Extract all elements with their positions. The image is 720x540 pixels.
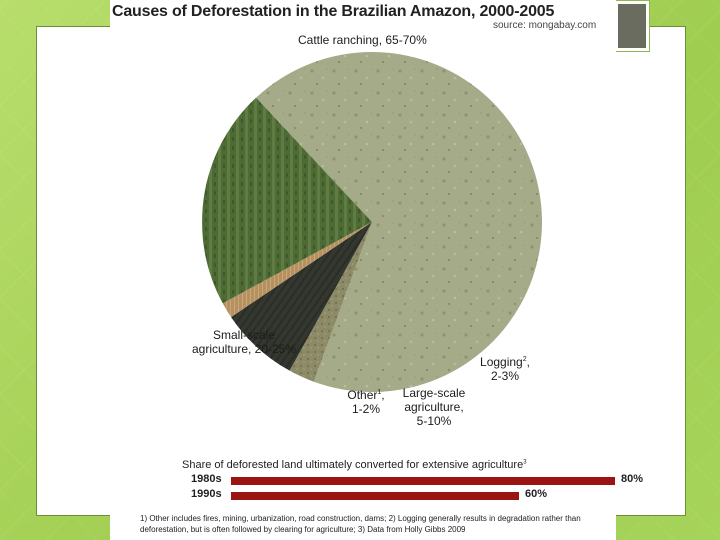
share-bar-label: 1980s: [191, 473, 222, 485]
share-chart-title-text: Share of deforested land ultimately conv…: [182, 459, 524, 471]
share-bar-value: 80%: [621, 473, 644, 485]
label-large-scale-line2: agriculture,: [404, 400, 464, 414]
pie-slice-large-scale-agriculture: [231, 222, 372, 371]
label-other-range: 1-2%: [351, 402, 380, 416]
footnote: 1) Other includes fires, mining, urbaniz…: [140, 514, 581, 534]
pie-slice-cattle-ranching: [256, 52, 542, 393]
chart-source: source: mongabay.com: [493, 20, 597, 31]
pie-slices: [202, 52, 542, 393]
share-bar-track: [231, 477, 615, 485]
share-chart-title: Share of deforested land ultimately conv…: [182, 459, 527, 471]
chart-figure: Causes of Deforestation in the Brazilian…: [110, 0, 643, 540]
pie-slice-logging: [289, 222, 372, 382]
pie-chart: [202, 52, 542, 393]
corner-decoration-inner: [618, 4, 646, 48]
corner-decoration: [614, 0, 650, 52]
label-cattle: Cattle ranching, 65-70%: [298, 33, 427, 47]
label-other: Other1, 1-2%: [336, 386, 396, 416]
label-large-scale-line1: Large-scale: [402, 386, 466, 400]
share-bar-value: 60%: [525, 488, 548, 500]
share-bar-label: 1990s: [191, 488, 222, 500]
label-large-scale: Large-scale agriculture, 5-10%: [394, 386, 474, 428]
label-logging-name: Logging: [480, 355, 523, 369]
share-chart-title-sup: 3: [523, 459, 527, 466]
share-bar: [231, 492, 519, 500]
share-bar-track: [231, 492, 519, 500]
label-other-name: Other: [347, 388, 378, 402]
label-logging: Logging2, 2-3%: [470, 353, 540, 383]
share-bar: [231, 477, 615, 485]
label-small-scale-line1: Small-scale: [212, 328, 275, 342]
label-small-scale-line2: agriculture, 20-25%: [191, 342, 297, 356]
pie-slice-other: [222, 222, 372, 318]
pie-slice-small-scale-agriculture: [202, 97, 372, 304]
label-large-scale-line3: 5-10%: [416, 414, 452, 428]
label-other-sup: 1: [377, 389, 382, 396]
label-logging-sup: 2: [522, 356, 527, 363]
label-logging-range: 2-3%: [490, 369, 519, 383]
label-small-scale: Small-scale agriculture, 20-25%: [164, 328, 324, 356]
chart-title: Causes of Deforestation in the Brazilian…: [112, 3, 555, 20]
